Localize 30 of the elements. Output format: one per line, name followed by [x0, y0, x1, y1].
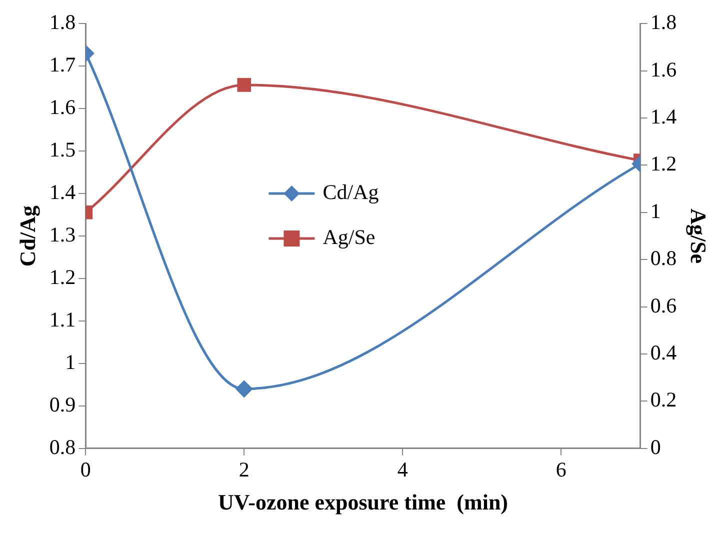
y2-tick-label: 0.4	[650, 340, 678, 365]
y2-tick-label: 1.6	[650, 57, 677, 82]
y2-tick-label: 1.4	[650, 104, 678, 129]
y2-axis-title: Ag/Se	[686, 208, 712, 264]
x-tick-label: 6	[556, 458, 566, 482]
y2-tick-label: 0.6	[650, 293, 677, 318]
x-tick-label: 0	[80, 458, 91, 482]
y-tick-label: 1.8	[49, 10, 76, 34]
y-tick-label: 1	[65, 350, 76, 374]
y-tick-label: 1.1	[49, 307, 76, 332]
x-tick-label: 4	[397, 458, 408, 482]
y2-tick-label: 0	[650, 434, 661, 459]
legend-label: Ag/Se	[322, 225, 376, 250]
y2-tick-label: 1.2	[650, 152, 677, 176]
x-tick-label: 2	[238, 458, 250, 482]
legend-label: Cd/Ag	[322, 180, 380, 204]
y-tick-label: 1.3	[49, 222, 76, 247]
y-tick-label: 1.7	[49, 52, 76, 77]
y-tick-label: 1.6	[49, 95, 76, 120]
x-axis-title: UV-ozone exposure time (min)	[218, 489, 508, 514]
y-tick-label: 1.5	[49, 138, 76, 162]
y-tick-label: 1.4	[49, 180, 76, 204]
y-axis-title: Cd/Ag	[14, 205, 40, 267]
y2-tick-label: 0.8	[650, 246, 677, 270]
y2-tick-label: 1.8	[650, 10, 677, 34]
y2-tick-label: 0.2	[650, 388, 677, 412]
y-tick-label: 0.9	[49, 392, 76, 416]
y-tick-label: 0.8	[49, 434, 76, 459]
y2-tick-label: 1	[650, 198, 661, 223]
y-tick-label: 1.2	[49, 264, 76, 289]
